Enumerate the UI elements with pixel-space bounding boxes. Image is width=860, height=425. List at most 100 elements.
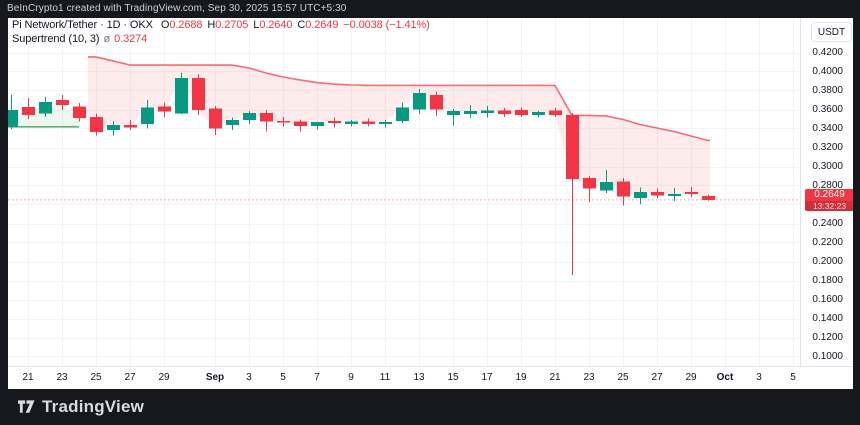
low-label: L xyxy=(253,19,260,31)
candle-body xyxy=(498,110,511,114)
price-tick-label: 0.3600 xyxy=(812,104,843,115)
candle-body xyxy=(668,194,681,197)
candle-body xyxy=(209,108,222,129)
time-tick-label: 9 xyxy=(348,372,354,383)
candle-body xyxy=(464,111,477,114)
candle-body xyxy=(39,101,52,114)
candle-body xyxy=(362,121,375,124)
candle-body xyxy=(22,107,35,116)
indicator-title[interactable]: Supertrend (10, 3) xyxy=(12,33,100,45)
close-label: C xyxy=(297,19,306,31)
candle-body xyxy=(685,192,698,195)
candle-body xyxy=(345,121,358,125)
candle-body xyxy=(549,110,562,116)
currency-toggle[interactable]: USDT xyxy=(811,22,852,42)
candles xyxy=(8,72,715,275)
time-tick-label: Sep xyxy=(205,372,225,383)
candle-body xyxy=(430,94,443,110)
brand-name: TradingView xyxy=(42,397,145,416)
indicator-source-icon: ø xyxy=(103,33,111,45)
supertrend-line-down xyxy=(88,56,710,142)
candle-body xyxy=(124,124,137,128)
candle-body xyxy=(8,109,18,127)
price-tick-label: 0.3400 xyxy=(812,123,843,134)
candle-body xyxy=(260,113,273,122)
candle-body xyxy=(226,120,239,125)
bar-countdown-timer: 13:32:23 xyxy=(805,201,854,212)
candle-body xyxy=(192,77,205,110)
symbol-title[interactable]: Pi Network/Tether · 1D · OKX xyxy=(12,19,153,31)
time-tick-label: 7 xyxy=(314,372,320,383)
candle-body xyxy=(107,124,120,131)
time-tick-label: 3 xyxy=(246,372,252,383)
candle-body xyxy=(277,120,290,123)
supertrend-fill-down xyxy=(88,56,710,200)
time-tick-label: 19 xyxy=(515,372,527,383)
right-frame-strip xyxy=(853,18,860,389)
candle-body xyxy=(56,100,69,106)
candle-body xyxy=(379,122,392,125)
attribution-bar: BeInCrypto1 created with TradingView.com… xyxy=(0,0,860,18)
candle-body xyxy=(702,196,715,200)
low-value: 0.2640 xyxy=(259,19,293,31)
high-label: H xyxy=(207,19,216,31)
price-tick-label: 0.2800 xyxy=(812,180,843,191)
last-price: 0.2649 xyxy=(814,189,845,201)
time-tick-label: 23 xyxy=(583,372,595,383)
price-tick-label: 0.1200 xyxy=(812,332,843,343)
candle-body xyxy=(141,107,154,125)
candle-body xyxy=(396,107,409,121)
price-axis[interactable]: USDT 0.4200 0.4000 0.3800 0.3600 0.3400 0.320… xyxy=(800,18,854,366)
candle-body xyxy=(413,92,426,110)
price-tick-label: 0.3800 xyxy=(812,85,843,96)
price-tick-label: 0.4200 xyxy=(812,47,843,58)
last-price-badge: 0.2649 13:32:23 xyxy=(805,189,854,212)
candle-body xyxy=(175,77,188,114)
attribution-text: BeInCrypto1 created with TradingView.com… xyxy=(7,3,347,14)
candle-body xyxy=(447,111,460,116)
price-tick-label: 0.2200 xyxy=(812,237,843,248)
candle-body xyxy=(532,111,545,116)
time-tick-label: 25 xyxy=(90,372,102,383)
time-tick-label: 21 xyxy=(22,372,34,383)
symbol-row: Pi Network/Tether · 1D · OKX O0.2688 H0.27… xyxy=(12,19,430,32)
time-axis[interactable]: 21 23 25 27 29 Sep 3 5 7 9 11 13 15 17 19 21 23 25 27 29 Oct… xyxy=(8,366,853,390)
time-tick-label: 13 xyxy=(413,372,425,383)
supertrend-fill-up xyxy=(8,101,79,127)
price-tick-label: 0.2400 xyxy=(812,218,843,229)
price-tick-label: 0.1800 xyxy=(812,275,843,286)
left-frame-strip xyxy=(0,18,8,389)
time-tick-label: 11 xyxy=(379,372,391,383)
price-tick-label: 0.4000 xyxy=(812,66,843,77)
brand-bar: TradingView xyxy=(0,389,860,425)
candle-body xyxy=(73,106,86,119)
candle-body xyxy=(294,121,307,127)
chart-legend: Pi Network/Tether · 1D · OKX O0.2688 H0.27… xyxy=(12,19,430,47)
time-tick-label: 23 xyxy=(56,372,68,383)
time-tick-label: 29 xyxy=(158,372,170,383)
grid xyxy=(8,18,800,366)
candle-body xyxy=(583,178,596,189)
price-tick-label: 0.1600 xyxy=(812,294,843,305)
price-tick-label: 0.2000 xyxy=(812,256,843,267)
time-tick-label: 15 xyxy=(447,372,459,383)
close-value: 0.2649 xyxy=(305,19,339,31)
high-value: 0.2705 xyxy=(215,19,249,31)
indicator-row: Supertrend (10, 3) ø 0.3274 xyxy=(12,33,430,46)
candle-body xyxy=(651,192,664,196)
candle-body xyxy=(566,115,579,180)
indicator-value: 0.3274 xyxy=(114,33,148,45)
candle-body xyxy=(158,106,171,112)
price-tick-label: 0.3000 xyxy=(812,161,843,172)
candle-body xyxy=(311,121,324,127)
candle-body xyxy=(243,113,256,121)
currency-label: USDT xyxy=(817,26,846,38)
price-tick-label: 0.1000 xyxy=(812,351,843,362)
candle-body xyxy=(600,181,613,191)
candle-body xyxy=(90,117,103,133)
time-tick-label: 25 xyxy=(617,372,629,383)
candle-body xyxy=(481,110,494,114)
open-value: 0.2688 xyxy=(169,19,203,31)
